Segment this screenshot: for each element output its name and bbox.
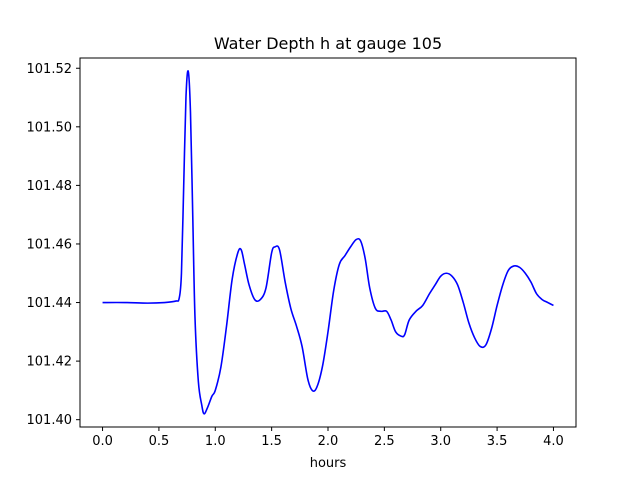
y-tick-label: 101.52 (27, 62, 73, 77)
x-tick-label: 1.0 (205, 434, 226, 449)
x-tick-label: 3.5 (487, 434, 508, 449)
x-tick-label: 0.0 (92, 434, 113, 449)
y-tick-label: 101.50 (27, 120, 73, 135)
y-tick-label: 101.46 (27, 237, 73, 252)
x-axis-label: hours (310, 456, 347, 471)
y-tick-label: 101.40 (27, 413, 73, 428)
series-layer (102, 70, 554, 415)
y-tick-label: 101.42 (27, 355, 73, 370)
y-tick-label: 101.48 (27, 179, 73, 194)
x-tick-label: 2.5 (374, 434, 395, 449)
chart-title: Water Depth h at gauge 105 (214, 34, 442, 53)
x-tick-label: 3.0 (430, 434, 451, 449)
y-axis-ticks: 101.40 101.42 101.44 101.46 101.48 101.50 101.… (27, 62, 80, 428)
x-axis-ticks: 0.0 0.5 1.0 1.5 2.0 2.5 3.0 3.5 4.0 (92, 427, 564, 449)
series-line (102, 70, 554, 415)
x-tick-label: 4.0 (543, 434, 564, 449)
x-tick-label: 1.5 (261, 434, 282, 449)
x-tick-label: 0.5 (149, 434, 170, 449)
x-tick-label: 2.0 (318, 434, 339, 449)
plot-area (80, 58, 576, 427)
plot-frame (79, 57, 577, 428)
y-tick-label: 101.44 (27, 296, 73, 311)
